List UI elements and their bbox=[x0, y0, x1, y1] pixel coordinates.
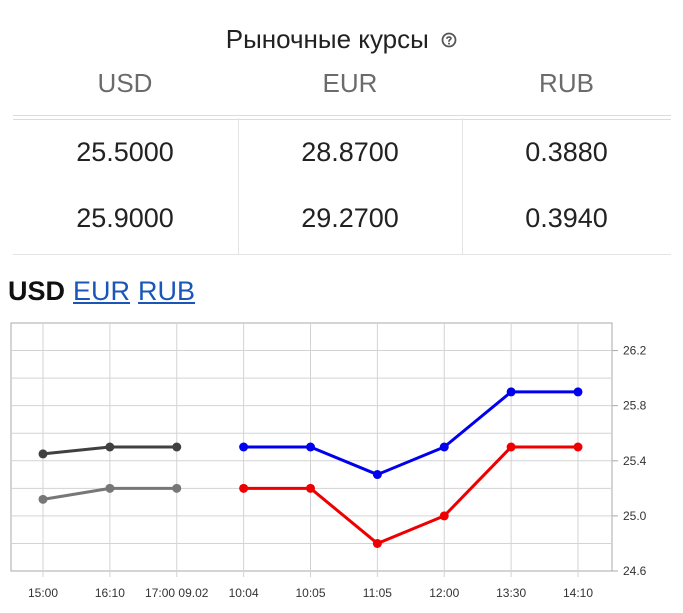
y-tick-label: 24.6 bbox=[623, 564, 647, 578]
rate-chart: 26.2 25.8 25.4 25.0 24.6 15:00 16:10 17:00 09.0… bbox=[10, 322, 647, 600]
widget-header: Рыночные курсы bbox=[0, 24, 683, 55]
series-point bbox=[372, 470, 382, 480]
header-divider bbox=[13, 115, 671, 116]
question-circle-icon[interactable] bbox=[441, 32, 457, 48]
series-point bbox=[306, 442, 315, 452]
x-tick-label: 10:04 bbox=[229, 586, 259, 600]
table-bottom-divider bbox=[13, 254, 671, 255]
x-tick-label: 10:05 bbox=[295, 586, 325, 600]
series-point bbox=[573, 387, 583, 397]
y-tick-label: 25.0 bbox=[623, 509, 647, 523]
rates-table-header: USD EUR RUB bbox=[13, 68, 671, 116]
column-divider bbox=[462, 118, 463, 254]
series-point bbox=[38, 449, 48, 459]
rate-cell-eur-buy: 28.8700 bbox=[301, 137, 399, 167]
x-tick-label: 15:00 bbox=[28, 586, 58, 600]
tab-rub[interactable]: RUB bbox=[138, 276, 196, 306]
series-point bbox=[172, 483, 182, 493]
series-point bbox=[439, 511, 449, 521]
column-header-eur: EUR bbox=[322, 68, 378, 98]
column-header-rub: RUB bbox=[539, 68, 594, 98]
y-tick-label: 26.2 bbox=[623, 344, 647, 358]
rate-cell-usd-buy: 25.5000 bbox=[76, 137, 174, 167]
x-tick-label: 14:10 bbox=[563, 586, 593, 600]
series-point bbox=[372, 538, 382, 548]
y-tick-label: 25.4 bbox=[623, 454, 647, 468]
x-tick-label: 12:00 bbox=[429, 586, 459, 600]
series-point bbox=[506, 387, 516, 397]
series-point bbox=[172, 442, 182, 452]
rate-cell-rub-buy: 0.3880 bbox=[525, 137, 608, 167]
tab-usd[interactable]: USD bbox=[8, 276, 66, 306]
series-point bbox=[239, 483, 249, 493]
series-line bbox=[243, 445, 578, 545]
series-point bbox=[105, 483, 115, 493]
series-point bbox=[439, 442, 449, 452]
currency-tabs: USD EUR RUB bbox=[8, 276, 203, 307]
series-line bbox=[243, 390, 578, 477]
rate-cell-eur-sell: 29.2700 bbox=[301, 203, 399, 233]
x-tick-label: 17:00 09.02 bbox=[145, 586, 209, 600]
series-point bbox=[306, 483, 315, 493]
rate-cell-rub-sell: 0.3940 bbox=[525, 203, 608, 233]
x-tick-label: 13:30 bbox=[496, 586, 526, 600]
series-point bbox=[239, 442, 249, 452]
series-point bbox=[105, 442, 115, 452]
column-header-usd: USD bbox=[97, 68, 153, 98]
header-divider bbox=[13, 119, 671, 120]
series-point bbox=[573, 442, 583, 452]
rate-cell-usd-sell: 25.9000 bbox=[76, 203, 174, 233]
x-tick-label: 16:10 bbox=[95, 586, 125, 600]
rates-table: 25.5000 28.8700 0.3880 25.9000 29.2700 0… bbox=[13, 118, 671, 254]
series-point bbox=[38, 494, 48, 504]
x-tick-label: 11:05 bbox=[363, 586, 392, 600]
tab-eur[interactable]: EUR bbox=[73, 276, 131, 306]
y-tick-label: 25.8 bbox=[623, 399, 647, 413]
column-divider bbox=[238, 118, 239, 254]
page-title: Рыночные курсы bbox=[225, 24, 429, 54]
series-point bbox=[506, 442, 516, 452]
